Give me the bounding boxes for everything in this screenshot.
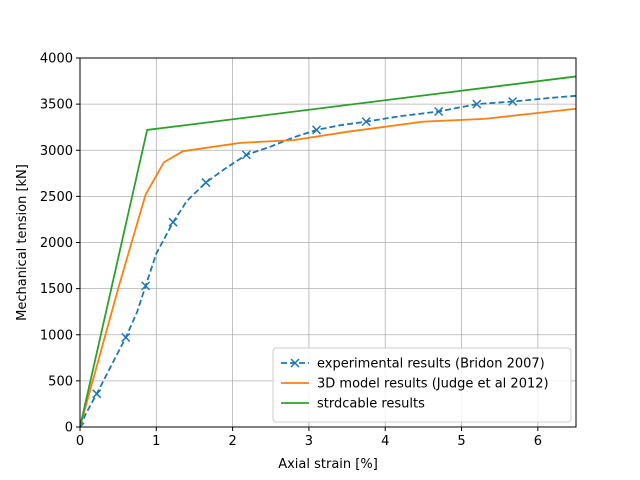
- series-point: [361, 117, 371, 127]
- series-line-1: [80, 94, 576, 427]
- y-tick-label: 0: [65, 421, 73, 436]
- series-point: [241, 150, 251, 160]
- x-tick-label: 5: [457, 434, 465, 449]
- x-tick-label: 1: [152, 434, 160, 449]
- x-axis-label: Axial strain [%]: [278, 457, 378, 472]
- series-line-2: [80, 107, 576, 427]
- y-tick-label: 3500: [40, 98, 73, 113]
- series-point: [312, 125, 322, 135]
- y-tick-label: 500: [48, 374, 73, 389]
- y-tick-label: 2500: [40, 190, 73, 205]
- series-point: [508, 96, 518, 107]
- y-tick-label: 3000: [40, 144, 73, 159]
- series-line-3: [80, 75, 576, 427]
- legend-label-2: 3D model results (Judge et al 2012): [317, 377, 549, 392]
- marker-stroke: [92, 389, 102, 399]
- x-tick-label: 2: [228, 434, 236, 449]
- series-point: [141, 281, 151, 291]
- y-tick-label: 1500: [40, 282, 73, 297]
- legend: experimental results (Bridon 2007) 3D mod…: [272, 347, 572, 423]
- legend-marker: [290, 358, 300, 368]
- marker-stroke: [168, 217, 178, 227]
- series-point: [80, 422, 85, 427]
- legend-box: [272, 347, 572, 423]
- marker-stroke: [80, 422, 85, 427]
- ticks: 0 1 2 3 4 5 6 0 500 1000 1500 2000 2500 3000 3500 4000: [40, 52, 542, 450]
- marker-stroke: [201, 178, 211, 188]
- marker-stroke: [361, 117, 371, 127]
- legend-label-1: experimental results (Bridon 2007): [317, 357, 545, 372]
- y-tick-label: 1000: [40, 328, 73, 343]
- marker-stroke: [241, 150, 251, 160]
- legend-label-3: strdcable results: [317, 397, 425, 412]
- x-tick-label: 0: [76, 434, 84, 449]
- series-point: [121, 332, 131, 343]
- series-layer: [80, 75, 576, 427]
- series-point: [434, 106, 444, 117]
- marker-stroke: [472, 99, 482, 109]
- y-tick-label: 2000: [40, 236, 73, 251]
- marker-stroke: [121, 332, 131, 343]
- y-tick-label: 4000: [40, 52, 73, 67]
- marker-stroke: [290, 358, 300, 368]
- x-tick-label: 6: [534, 434, 542, 449]
- series-point: [92, 389, 102, 399]
- series-point: [168, 217, 178, 227]
- marker-stroke: [434, 106, 444, 117]
- marker-stroke: [312, 125, 322, 135]
- marker-stroke: [141, 281, 151, 291]
- marker-stroke: [508, 96, 518, 107]
- x-tick-label: 4: [381, 434, 389, 449]
- series-point: [201, 178, 211, 188]
- y-axis-label: Mechanical tension [kN]: [15, 164, 30, 321]
- series-point: [472, 99, 482, 109]
- x-tick-label: 3: [305, 434, 313, 449]
